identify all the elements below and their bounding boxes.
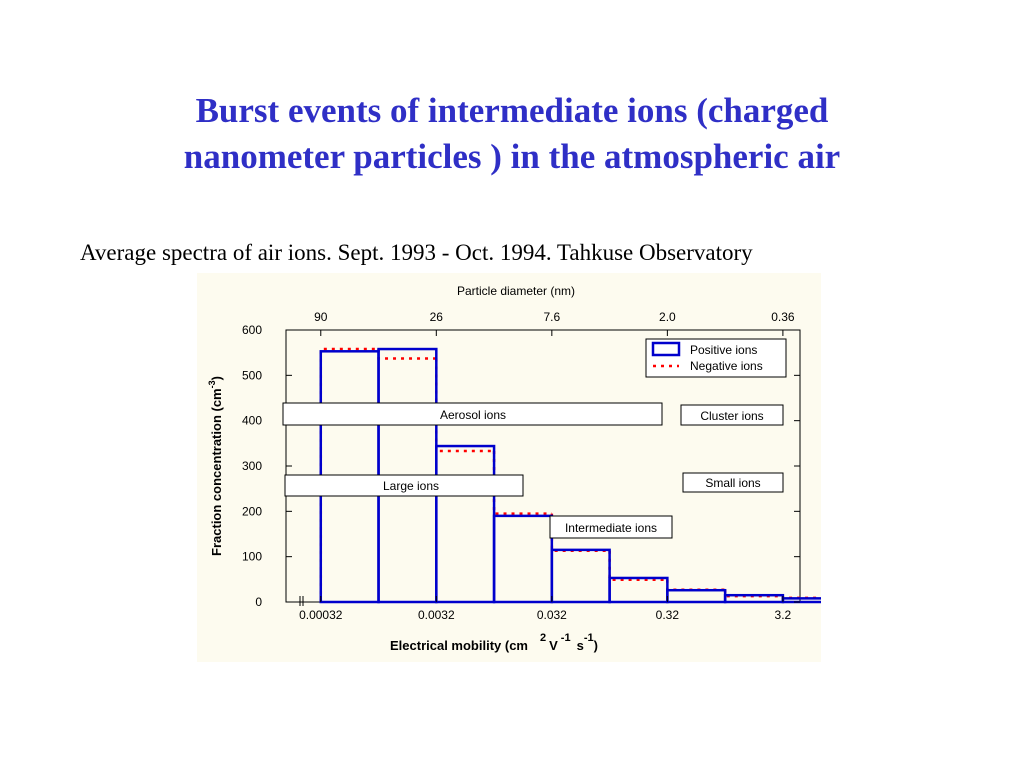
- positive-ions-bar: [608, 576, 669, 604]
- y-tick-label: 300: [242, 459, 262, 473]
- y-tick-label: 0: [255, 595, 262, 609]
- y-tick-label: 600: [242, 323, 262, 337]
- top-tick-label: 90: [314, 310, 328, 324]
- x-tick-label: 0.0032: [418, 608, 455, 622]
- small-ions-label: Small ions: [705, 476, 760, 490]
- legend-positive-label: Positive ions: [690, 343, 757, 357]
- y-tick-label: 100: [242, 550, 262, 564]
- positive-ions-bar: [781, 597, 821, 604]
- top-tick-label: 0.36: [771, 310, 795, 324]
- negative-ions-bar: [377, 349, 437, 360]
- chart-panel: Particle diameter (nm) 0 100 200 300 400 500 6…: [197, 273, 821, 662]
- intermediate-ions-box: Intermediate ions: [549, 515, 673, 539]
- top-axis-ticks: 90 26 7.6 2.0 0.36: [314, 310, 795, 336]
- y-tick-label: 400: [242, 414, 262, 428]
- cluster-ions-label: Cluster ions: [700, 409, 763, 423]
- slide-title-line-2: nanometer particles ) in the atmospheric…: [183, 137, 841, 176]
- top-tick-label: 2.0: [659, 310, 676, 324]
- slide-title: Burst events of intermediate ions (charg…: [0, 88, 1024, 180]
- y-tick-label: 200: [242, 504, 262, 518]
- top-tick-label: 7.6: [543, 310, 560, 324]
- small-ions-box: Small ions: [682, 472, 784, 493]
- x-tick-label: 0.00032: [299, 608, 343, 622]
- axis-break-mark: [299, 596, 304, 606]
- x-tick-label: 0.32: [656, 608, 680, 622]
- negative-ions-bar: [608, 550, 668, 582]
- intermediate-ions-label: Intermediate ions: [565, 521, 657, 535]
- negative-ions-bar: [435, 358, 495, 453]
- top-tick-label: 26: [430, 310, 444, 324]
- aerosol-ions-label: Aerosol ions: [440, 408, 506, 422]
- slide-title-line-1: Burst events of intermediate ions (charg…: [195, 91, 829, 130]
- positive-ions-bar: [435, 444, 496, 604]
- chart: Particle diameter (nm) 0 100 200 300 400 500 6…: [207, 284, 821, 653]
- legend-negative-label: Negative ions: [690, 359, 763, 373]
- legend: Positive ions Negative ions: [645, 338, 787, 378]
- positive-ions-bar: [666, 588, 727, 604]
- y-axis-label: Fraction concentration (cm-3): [207, 376, 224, 556]
- x-axis-label: Electrical mobility (cm 2 V -1 s-1): [390, 632, 598, 653]
- top-axis-label: Particle diameter (nm): [457, 284, 575, 298]
- x-tick-label: 3.2: [775, 608, 792, 622]
- aerosol-ions-box: Aerosol ions: [282, 402, 663, 426]
- positive-ions-bar: [550, 548, 611, 604]
- negative-ions-bar: [666, 579, 726, 592]
- slide-subtitle: Average spectra of air ions. Sept. 1993 …: [80, 240, 753, 265]
- x-axis-ticks: 0.00032 0.0032 0.032 0.32 3.2: [299, 596, 792, 622]
- legend-positive-swatch: [651, 341, 681, 357]
- x-tick-label: 0.032: [537, 608, 567, 622]
- large-ions-label: Large ions: [383, 479, 439, 493]
- positive-ions-bar: [492, 514, 554, 604]
- positive-ions-bar: [723, 593, 785, 604]
- large-ions-box: Large ions: [284, 474, 524, 497]
- y-axis-ticks: 0 100 200 300 400 500 600: [242, 323, 800, 609]
- cluster-ions-box: Cluster ions: [680, 404, 784, 426]
- y-tick-label: 500: [242, 368, 262, 382]
